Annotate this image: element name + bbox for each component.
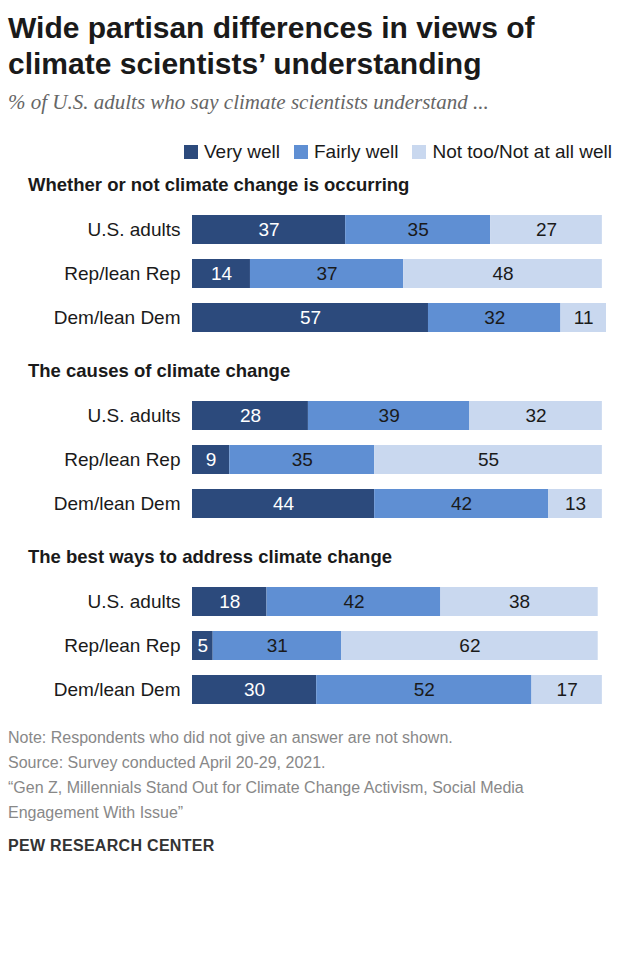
- svg-text:55: 55: [478, 449, 499, 470]
- svg-text:Dem/lean Dem: Dem/lean Dem: [54, 493, 181, 514]
- html-text:Whether or not climate change: Whether or not climate change is occurri…: [28, 174, 410, 195]
- svg-text:31: 31: [267, 635, 288, 656]
- svg-text:Rep/lean Rep: Rep/lean Rep: [64, 449, 180, 470]
- svg-text:U.S. adults: U.S. adults: [88, 219, 181, 240]
- svg-text:42: 42: [343, 591, 364, 612]
- svg-text:35: 35: [292, 449, 313, 470]
- html-text:Wide partisan differences in v: Wide partisan differences in views of cl…: [8, 11, 535, 80]
- svg-text:Rep/lean Rep: Rep/lean Rep: [64, 635, 180, 656]
- svg-text:52: 52: [414, 679, 435, 700]
- svg-text:28: 28: [240, 405, 261, 426]
- svg-text:30: 30: [244, 679, 265, 700]
- svg-text:Dem/lean Dem: Dem/lean Dem: [54, 307, 181, 328]
- html-text:Source: Survey conducted April: Source: Survey conducted April 20-29, 20…: [8, 754, 326, 771]
- svg-text:37: 37: [316, 263, 337, 284]
- svg-text:37: 37: [259, 219, 280, 240]
- svg-text:32: 32: [526, 405, 547, 426]
- svg-text:Rep/lean Rep: Rep/lean Rep: [64, 263, 180, 284]
- svg-text:U.S. adults: U.S. adults: [88, 405, 181, 426]
- svg-text:Dem/lean Dem: Dem/lean Dem: [54, 679, 181, 700]
- html-text:The best ways to address clima: The best ways to address climate change: [28, 546, 392, 567]
- svg-text:44: 44: [273, 493, 295, 514]
- svg-text:27: 27: [536, 219, 557, 240]
- html-text:% of U.S. adults who say clima: % of U.S. adults who say climate scienti…: [8, 90, 489, 114]
- html-text:Note: Respondents who did not: Note: Respondents who did not give an an…: [8, 729, 453, 746]
- svg-text:48: 48: [492, 263, 513, 284]
- svg-text:42: 42: [451, 493, 472, 514]
- html-text:The causes of climate change: The causes of climate change: [28, 360, 291, 381]
- svg-text:32: 32: [484, 307, 505, 328]
- svg-text:62: 62: [459, 635, 480, 656]
- html-text:PEW RESEARCH CENTER: PEW RESEARCH CENTER: [8, 837, 215, 854]
- html-text:Fairly well: Fairly well: [314, 141, 399, 162]
- svg-text:39: 39: [379, 405, 400, 426]
- svg-text:35: 35: [408, 219, 429, 240]
- svg-text:57: 57: [300, 307, 321, 328]
- svg-text:13: 13: [565, 493, 586, 514]
- svg-text:9: 9: [206, 449, 217, 470]
- svg-text:18: 18: [219, 591, 240, 612]
- svg-text:11: 11: [574, 307, 594, 328]
- svg-text:38: 38: [509, 591, 530, 612]
- svg-text:14: 14: [211, 263, 233, 284]
- html-text:Not too/Not at all well: Not too/Not at all well: [432, 141, 612, 162]
- svg-text:17: 17: [557, 679, 578, 700]
- svg-text:U.S. adults: U.S. adults: [88, 591, 181, 612]
- html-text:Very well: Very well: [204, 141, 280, 162]
- svg-text:5: 5: [198, 635, 209, 656]
- html-text:“Gen Z, Millennials Stand Out: “Gen Z, Millennials Stand Out for Climat…: [8, 779, 524, 821]
